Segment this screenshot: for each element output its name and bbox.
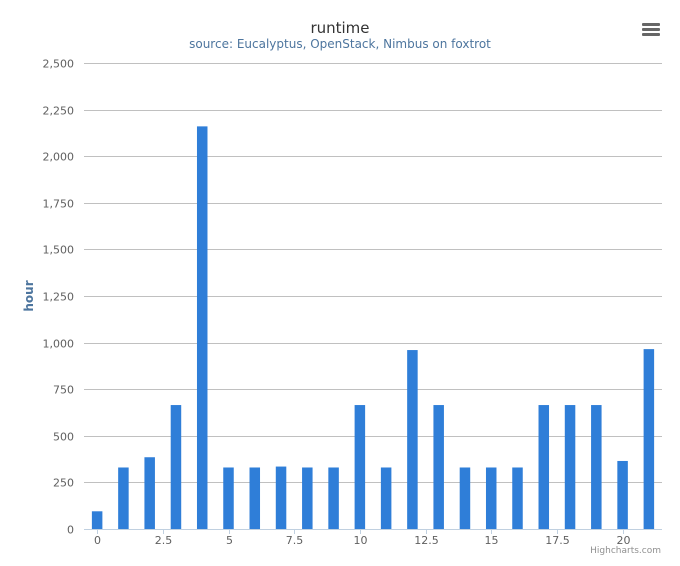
bar[interactable] <box>485 467 497 529</box>
bar[interactable] <box>564 405 576 529</box>
bar[interactable] <box>302 467 313 529</box>
bar[interactable] <box>407 350 418 529</box>
x-tick-label: 2.5 <box>155 534 173 547</box>
y-tick-label: 1,000 <box>43 338 75 351</box>
x-tick-label: 20 <box>617 534 631 547</box>
bar[interactable] <box>91 511 103 529</box>
chart-title: runtime <box>310 19 369 37</box>
x-tick-label: 10 <box>354 534 368 547</box>
y-tick-label: 1,500 <box>43 244 75 257</box>
bar[interactable] <box>538 405 550 529</box>
x-tick-label: 12.5 <box>414 534 439 547</box>
y-gridlines <box>84 63 662 483</box>
y-tick-label: 2,250 <box>43 105 75 118</box>
bar[interactable] <box>354 405 366 529</box>
bar[interactable] <box>512 467 523 529</box>
bar[interactable] <box>380 467 392 529</box>
x-tick-label: 0 <box>94 534 101 547</box>
y-axis-tick-labels: 0 250 500 750 1,000 1,250 1,500 1,750 2,000 2,250… <box>43 58 75 537</box>
bar[interactable] <box>643 349 655 529</box>
x-tick-label: 17.5 <box>545 534 570 547</box>
x-tick-label: 7.5 <box>286 534 304 547</box>
bar[interactable] <box>433 405 444 529</box>
bars <box>91 126 655 529</box>
bar[interactable] <box>591 405 602 529</box>
y-tick-label: 1,750 <box>43 198 75 211</box>
y-axis-title: hour <box>22 280 36 311</box>
y-tick-label: 250 <box>53 477 74 490</box>
bar[interactable] <box>459 467 471 529</box>
x-axis-ticks <box>97 529 624 534</box>
bar[interactable] <box>328 467 339 529</box>
x-axis-tick-labels: 0 2.5 5 7.5 10 12.5 15 17.5 20 <box>94 534 631 547</box>
bar[interactable] <box>617 460 628 529</box>
hamburger-menu-icon[interactable] <box>642 23 660 36</box>
bar[interactable] <box>170 405 182 529</box>
bar[interactable] <box>275 466 287 529</box>
bar[interactable] <box>223 467 234 529</box>
y-tick-label: 2,000 <box>43 151 75 164</box>
y-tick-label: 750 <box>53 384 74 397</box>
x-tick-label: 15 <box>485 534 499 547</box>
export-menu-button[interactable] <box>638 18 664 42</box>
bar[interactable] <box>249 467 261 529</box>
bar[interactable] <box>196 126 208 529</box>
bar[interactable] <box>144 457 155 529</box>
bar[interactable] <box>118 467 129 529</box>
credits-link[interactable]: Highcharts.com <box>590 546 661 556</box>
y-tick-label: 0 <box>67 524 74 537</box>
x-tick-label: 5 <box>226 534 233 547</box>
y-tick-label: 1,250 <box>43 291 75 304</box>
y-tick-label: 2,500 <box>43 58 75 71</box>
y-tick-label: 500 <box>53 431 74 444</box>
chart-subtitle: source: Eucalyptus, OpenStack, Nimbus on… <box>189 37 491 51</box>
